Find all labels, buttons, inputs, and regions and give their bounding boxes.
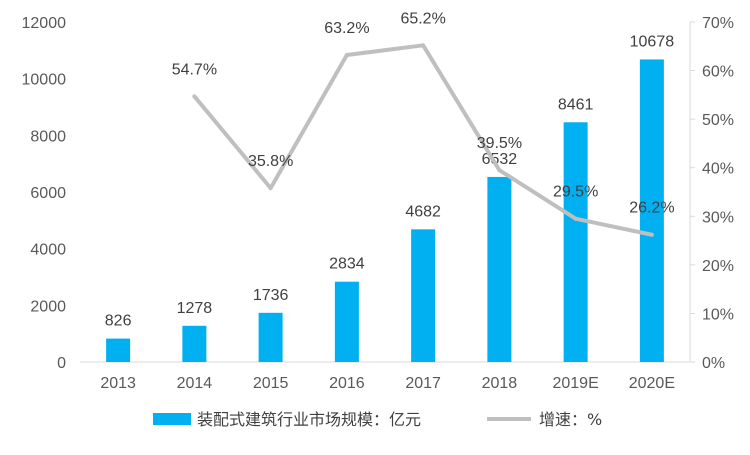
bar-value-label: 10678 xyxy=(630,33,675,50)
growth-value-label: 54.7% xyxy=(172,61,217,78)
growth-value-label: 39.5% xyxy=(477,135,522,152)
x-tick-label: 2019E xyxy=(552,375,598,392)
bar-value-label: 8461 xyxy=(558,96,594,113)
left-tick-label: 12000 xyxy=(22,15,67,32)
growth-point xyxy=(268,186,273,191)
line-series xyxy=(192,43,654,237)
growth-value-label: 63.2% xyxy=(324,20,369,37)
bar-value-label: 1736 xyxy=(253,287,289,304)
legend-bar-swatch xyxy=(153,413,191,425)
growth-value-label: 26.2% xyxy=(629,200,674,217)
left-tick-label: 0 xyxy=(57,355,66,372)
left-tick-label: 8000 xyxy=(30,128,66,145)
growth-value-label: 35.8% xyxy=(248,153,293,170)
legend-line-label: 增速：% xyxy=(539,410,602,429)
bar xyxy=(411,229,436,362)
x-tick-label: 2013 xyxy=(100,375,136,392)
bar-value-label: 826 xyxy=(105,313,132,330)
right-tick-label: 10% xyxy=(702,306,734,323)
left-tick-label: 4000 xyxy=(30,242,66,259)
growth-value-label: 29.5% xyxy=(553,184,598,201)
x-tick-label: 2015 xyxy=(253,375,289,392)
right-tick-label: 20% xyxy=(702,258,734,275)
bar xyxy=(182,325,207,362)
bar-series xyxy=(106,59,664,362)
x-tick-label: 2018 xyxy=(482,375,518,392)
growth-point xyxy=(497,168,502,173)
left-tick-label: 6000 xyxy=(30,185,66,202)
line-data-labels: 54.7% 35.8% 63.2% 65.2% 39.5% 29.5% 26.2% xyxy=(172,10,675,216)
right-tick-label: 40% xyxy=(702,161,734,178)
bar-value-label: 1278 xyxy=(177,300,213,317)
x-tick-label: 2017 xyxy=(405,375,441,392)
growth-point xyxy=(573,216,578,221)
growth-point xyxy=(192,94,197,99)
bar xyxy=(258,312,283,362)
growth-point xyxy=(649,232,654,237)
bar xyxy=(563,122,588,362)
left-tick-label: 2000 xyxy=(30,298,66,315)
x-tick-label: 2016 xyxy=(329,375,365,392)
axes xyxy=(80,22,691,363)
right-tick-label: 60% xyxy=(702,64,734,81)
right-axis-ticks: 0% 10% 20% 30% 40% 50% 60% 70% xyxy=(690,15,734,372)
right-tick-label: 50% xyxy=(702,112,734,129)
right-tick-label: 30% xyxy=(702,209,734,226)
x-axis-ticks: 2013 2014 2015 2016 2017 2018 2019E 2020E xyxy=(100,375,675,392)
right-tick-label: 0% xyxy=(702,355,725,372)
bar-value-label: 4682 xyxy=(405,203,441,220)
bar xyxy=(487,176,512,362)
bar xyxy=(639,59,664,362)
right-tick-label: 70% xyxy=(702,15,734,32)
left-tick-label: 10000 xyxy=(22,72,67,89)
growth-value-label: 65.2% xyxy=(400,10,445,27)
left-axis-ticks: 0 2000 4000 6000 8000 10000 12000 xyxy=(22,15,67,372)
bar-value-label: 2834 xyxy=(329,256,365,273)
growth-point xyxy=(344,53,349,58)
legend-bar-label: 装配式建筑行业市场规模：亿元 xyxy=(197,410,421,429)
bar xyxy=(334,281,359,362)
growth-point xyxy=(421,43,426,48)
legend: 装配式建筑行业市场规模：亿元 增速：% xyxy=(153,410,602,429)
x-tick-label: 2020E xyxy=(629,375,675,392)
x-tick-label: 2014 xyxy=(177,375,213,392)
bar xyxy=(106,338,131,362)
